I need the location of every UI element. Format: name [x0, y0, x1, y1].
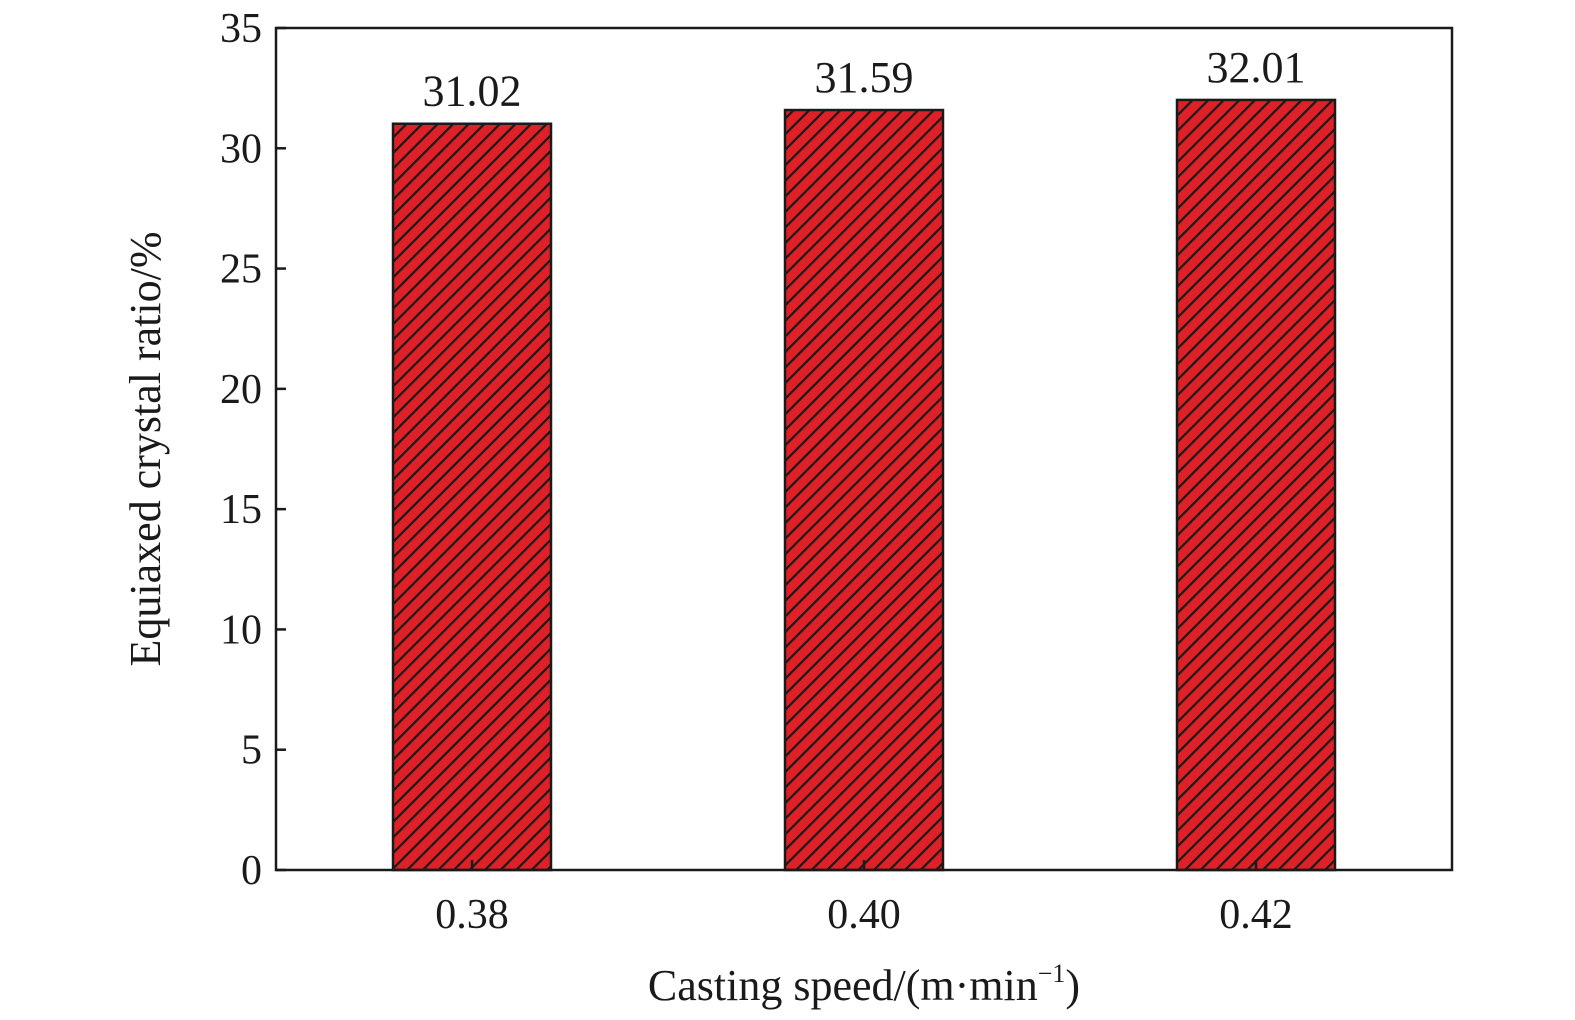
bar	[783, 108, 945, 872]
y-axis-ticks: 0 5 10 15 20 25 30 35	[220, 6, 286, 894]
data-labels-group: 31.02 31.59 32.01	[423, 43, 1306, 116]
x-axis-title-superscript: −1	[1038, 959, 1066, 988]
y-tick-label: 20	[220, 367, 262, 413]
x-axis-ticks: 0.38 0.40 0.42	[435, 860, 1293, 938]
x-tick-label: 0.38	[435, 892, 509, 938]
bars-group	[391, 98, 1337, 872]
bar-value-label: 31.02	[423, 67, 522, 116]
y-tick-label: 10	[220, 607, 262, 653]
x-tick-label: 0.40	[827, 892, 901, 938]
plot-area-frame	[274, 26, 1454, 872]
bar	[391, 122, 553, 872]
bar-value-label: 31.59	[815, 53, 914, 102]
y-tick-label: 25	[220, 247, 262, 293]
x-axis-title: Casting speed/(m·min−1)	[648, 959, 1080, 1010]
x-axis-title-close: )	[1065, 961, 1080, 1010]
bar	[1175, 98, 1337, 872]
y-tick-label: 15	[220, 487, 262, 533]
x-tick-label: 0.42	[1219, 892, 1293, 938]
y-tick-label: 35	[220, 6, 262, 52]
y-tick-label: 30	[220, 126, 262, 172]
bar-value-label: 32.01	[1207, 43, 1306, 92]
y-tick-label: 5	[241, 728, 262, 774]
y-tick-label: 0	[241, 848, 262, 894]
y-axis-title: Equiaxed crystal ratio/%	[121, 232, 170, 667]
x-axis-title-main: Casting speed/(m·min	[648, 961, 1038, 1010]
